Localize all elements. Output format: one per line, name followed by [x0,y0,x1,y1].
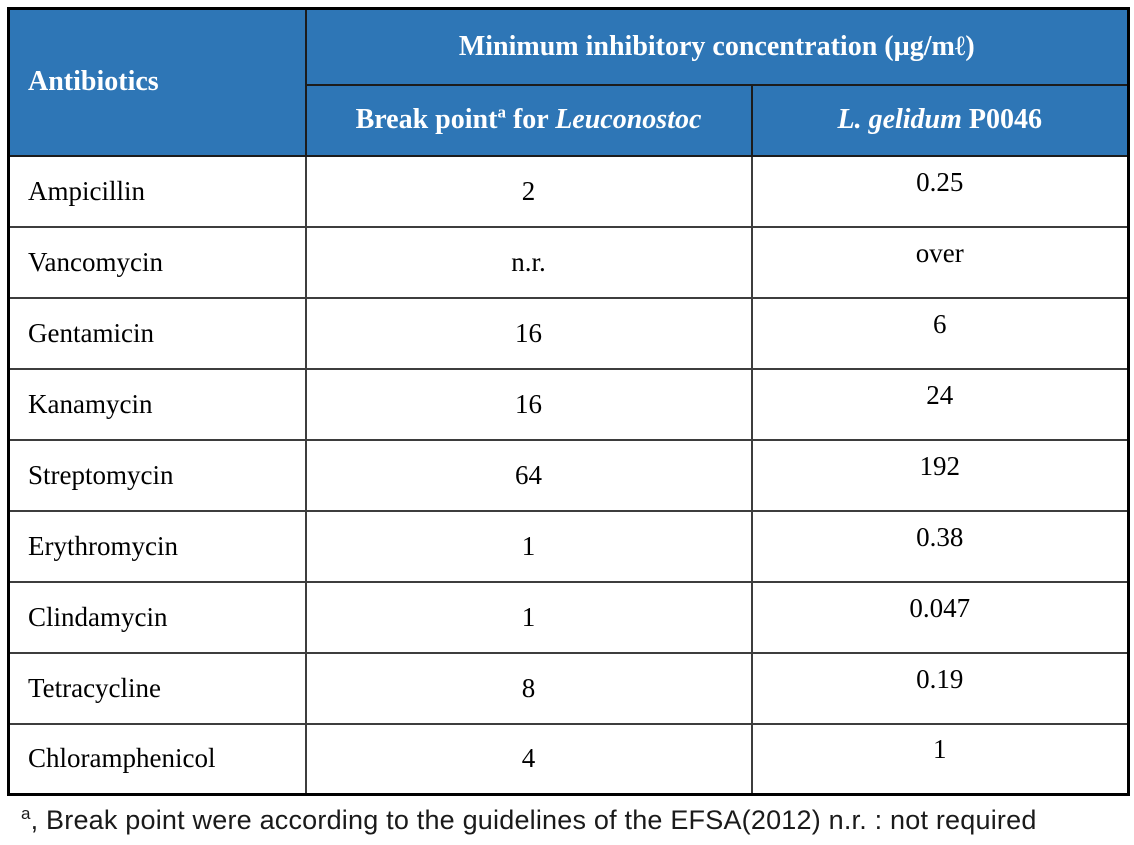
break-point-value: 8 [304,651,753,725]
break-point-value: n.r. [304,225,753,299]
table-row: Gentamicin 16 6 [7,296,1131,370]
table-row: Kanamycin 16 24 [7,367,1131,441]
table-body: Ampicillin 2 0.25 Vancomycin n.r. over G… [7,154,1131,796]
breakpoint-superscript: a [497,102,506,122]
table-row: Vancomycin n.r. over [7,225,1131,299]
l-gelidum-value: 0.38 [750,509,1131,583]
breakpoint-label-prefix: Break point [355,104,498,135]
strain-code: P0046 [961,104,1043,135]
table-row: Streptomycin 64 192 [7,438,1131,512]
column-header-mic-group: Minimum inhibitory concentration (µg/mℓ) [304,7,1130,86]
table-row: Tetracycline 8 0.19 [7,651,1131,725]
column-header-strain: L. gelidum P0046 [750,83,1130,157]
break-point-value: 16 [304,296,753,370]
l-gelidum-value: 192 [750,438,1131,512]
l-gelidum-value: 0.047 [750,580,1131,654]
break-point-value: 4 [304,722,753,796]
l-gelidum-value: 6 [750,296,1131,370]
header-row-sub: Break pointa for Leuconostoc L. gelidum … [9,83,1130,157]
l-gelidum-value: 0.25 [750,154,1131,228]
mic-table: Antibiotics Minimum inhibitory concentra… [7,7,1131,796]
l-gelidum-value: over [750,225,1131,299]
breakpoint-label-mid: for [505,104,556,135]
l-gelidum-value: 24 [750,367,1131,441]
strain-species-name: L. gelidum [837,104,962,135]
table-header: Antibiotics Minimum inhibitory concentra… [7,7,1130,157]
footnote-superscript: a [21,804,31,823]
antibiotic-name: Ampicillin [7,154,307,228]
break-point-value: 64 [304,438,753,512]
column-header-breakpoint: Break pointa for Leuconostoc [304,83,753,157]
table-row: Erythromycin 1 0.38 [7,509,1131,583]
antibiotic-name: Streptomycin [7,438,307,512]
header-row-group: Antibiotics Minimum inhibitory concentra… [7,7,1130,157]
l-gelidum-value: 0.19 [750,651,1131,725]
l-gelidum-value: 1 [750,722,1131,796]
break-point-value: 16 [304,367,753,441]
breakpoint-genus-name: Leuconostoc [555,104,702,135]
table-row: Chloramphenicol 4 1 [7,722,1131,796]
break-point-value: 1 [304,580,753,654]
break-point-value: 2 [304,154,753,228]
antibiotic-name: Erythromycin [7,509,307,583]
antibiotic-name: Clindamycin [7,580,307,654]
footnote: a, Break point were according to the gui… [7,805,1127,836]
antibiotic-name: Gentamicin [7,296,307,370]
antibiotic-name: Chloramphenicol [7,722,307,796]
column-header-antibiotics: Antibiotics [7,7,307,157]
table-row: Ampicillin 2 0.25 [7,154,1131,228]
antibiotic-name: Tetracycline [7,651,307,725]
break-point-value: 1 [304,509,753,583]
antibiotic-name: Vancomycin [7,225,307,299]
antibiotic-name: Kanamycin [7,367,307,441]
table-row: Clindamycin 1 0.047 [7,580,1131,654]
footnote-text: , Break point were according to the guid… [30,805,1037,835]
